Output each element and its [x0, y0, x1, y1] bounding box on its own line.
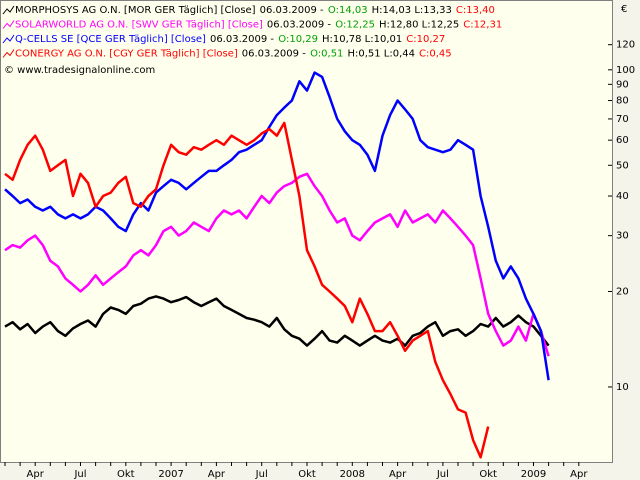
x-tick-label: 2009 — [521, 469, 546, 480]
legend-open: O:12,25 — [335, 20, 375, 31]
legend-entry: SOLARWORLD AG O.N. [SWV GER Täglich] [Cl… — [15, 20, 502, 31]
legend-close: C:12,31 — [463, 20, 502, 31]
legend-entry: Q-CELLS SE [QCE GER Täglich] [Close] 06.0… — [15, 34, 445, 45]
x-tick-label: Okt — [298, 469, 316, 480]
y-tick-label: 70 — [616, 114, 629, 125]
x-tick-label: Apr — [208, 469, 226, 480]
legend-icon — [2, 49, 15, 58]
x-tick-label: Okt — [479, 469, 497, 480]
legend-open: O:0,51 — [310, 49, 343, 60]
legend-date: 06.03.2009 - — [267, 20, 331, 31]
series-line — [4, 172, 550, 357]
x-tick-label: Jul — [436, 469, 449, 480]
x-tick-label: Jul — [255, 469, 268, 480]
legend-hl: H:14,03 L:13,33 — [372, 5, 452, 16]
legend-name: Q-CELLS SE [QCE GER Täglich] [Close] — [15, 34, 206, 45]
legend-icon — [2, 34, 15, 44]
y-tick-label: 90 — [616, 79, 629, 90]
legend-hl: H:12,80 L:12,25 — [379, 20, 459, 31]
legend-open: O:14,03 — [328, 5, 368, 16]
y-tick-label: 10 — [616, 382, 629, 393]
y-tick-label: 60 — [616, 135, 629, 146]
y-tick-label: 30 — [616, 231, 629, 242]
legend-name: CONERGY AG O.N. [CGY GER Täglich] [Close… — [15, 49, 238, 60]
legend-entry: CONERGY AG O.N. [CGY GER Täglich] [Close… — [15, 49, 452, 60]
y-tick-label: 120 — [616, 40, 635, 51]
legend-date: 06.03.2009 - — [260, 5, 324, 16]
x-tick-label: Apr — [27, 469, 45, 480]
series-line — [4, 295, 550, 347]
x-tick-label: Apr — [389, 469, 407, 480]
legend-icon — [2, 5, 15, 15]
x-tick-label: Okt — [117, 469, 135, 480]
legend-name: MORPHOSYS AG O.N. [MOR GER Täglich] [Clo… — [15, 5, 256, 16]
legend-hl: H:0,51 L:0,44 — [347, 49, 415, 60]
plot-lines — [4, 71, 550, 459]
legend-open: O:10,29 — [278, 34, 318, 45]
legend-close: C:13,40 — [456, 5, 495, 16]
y-tick-label: 100 — [616, 65, 635, 76]
series-line — [4, 121, 490, 459]
legend-date: 06.03.2009 - — [242, 49, 306, 60]
legend-hl: H:10,78 L:10,01 — [322, 34, 402, 45]
copyright: © www.tradesignalonline.com — [4, 65, 155, 76]
x-tick-label: Jul — [73, 469, 86, 480]
x-tick-label: 2007 — [158, 469, 183, 480]
y-tick-label: 80 — [616, 96, 629, 107]
legend-close: C:0,45 — [419, 49, 452, 60]
y-tick-label: 20 — [616, 286, 629, 297]
x-tick-label: 2008 — [340, 469, 365, 480]
legend-entry: MORPHOSYS AG O.N. [MOR GER Täglich] [Clo… — [15, 5, 495, 16]
legend-close: C:10,27 — [406, 34, 445, 45]
legend-icon — [2, 20, 15, 29]
plot-area — [0, 0, 613, 463]
legend-name: SOLARWORLD AG O.N. [SWV GER Täglich] [Cl… — [15, 20, 263, 31]
y-tick-label: 50 — [616, 160, 629, 171]
y-tick-label: 40 — [616, 191, 629, 202]
legend-date: 06.03.2009 - — [210, 34, 274, 45]
x-tick-label: Apr — [570, 469, 588, 480]
currency: € — [621, 4, 627, 15]
